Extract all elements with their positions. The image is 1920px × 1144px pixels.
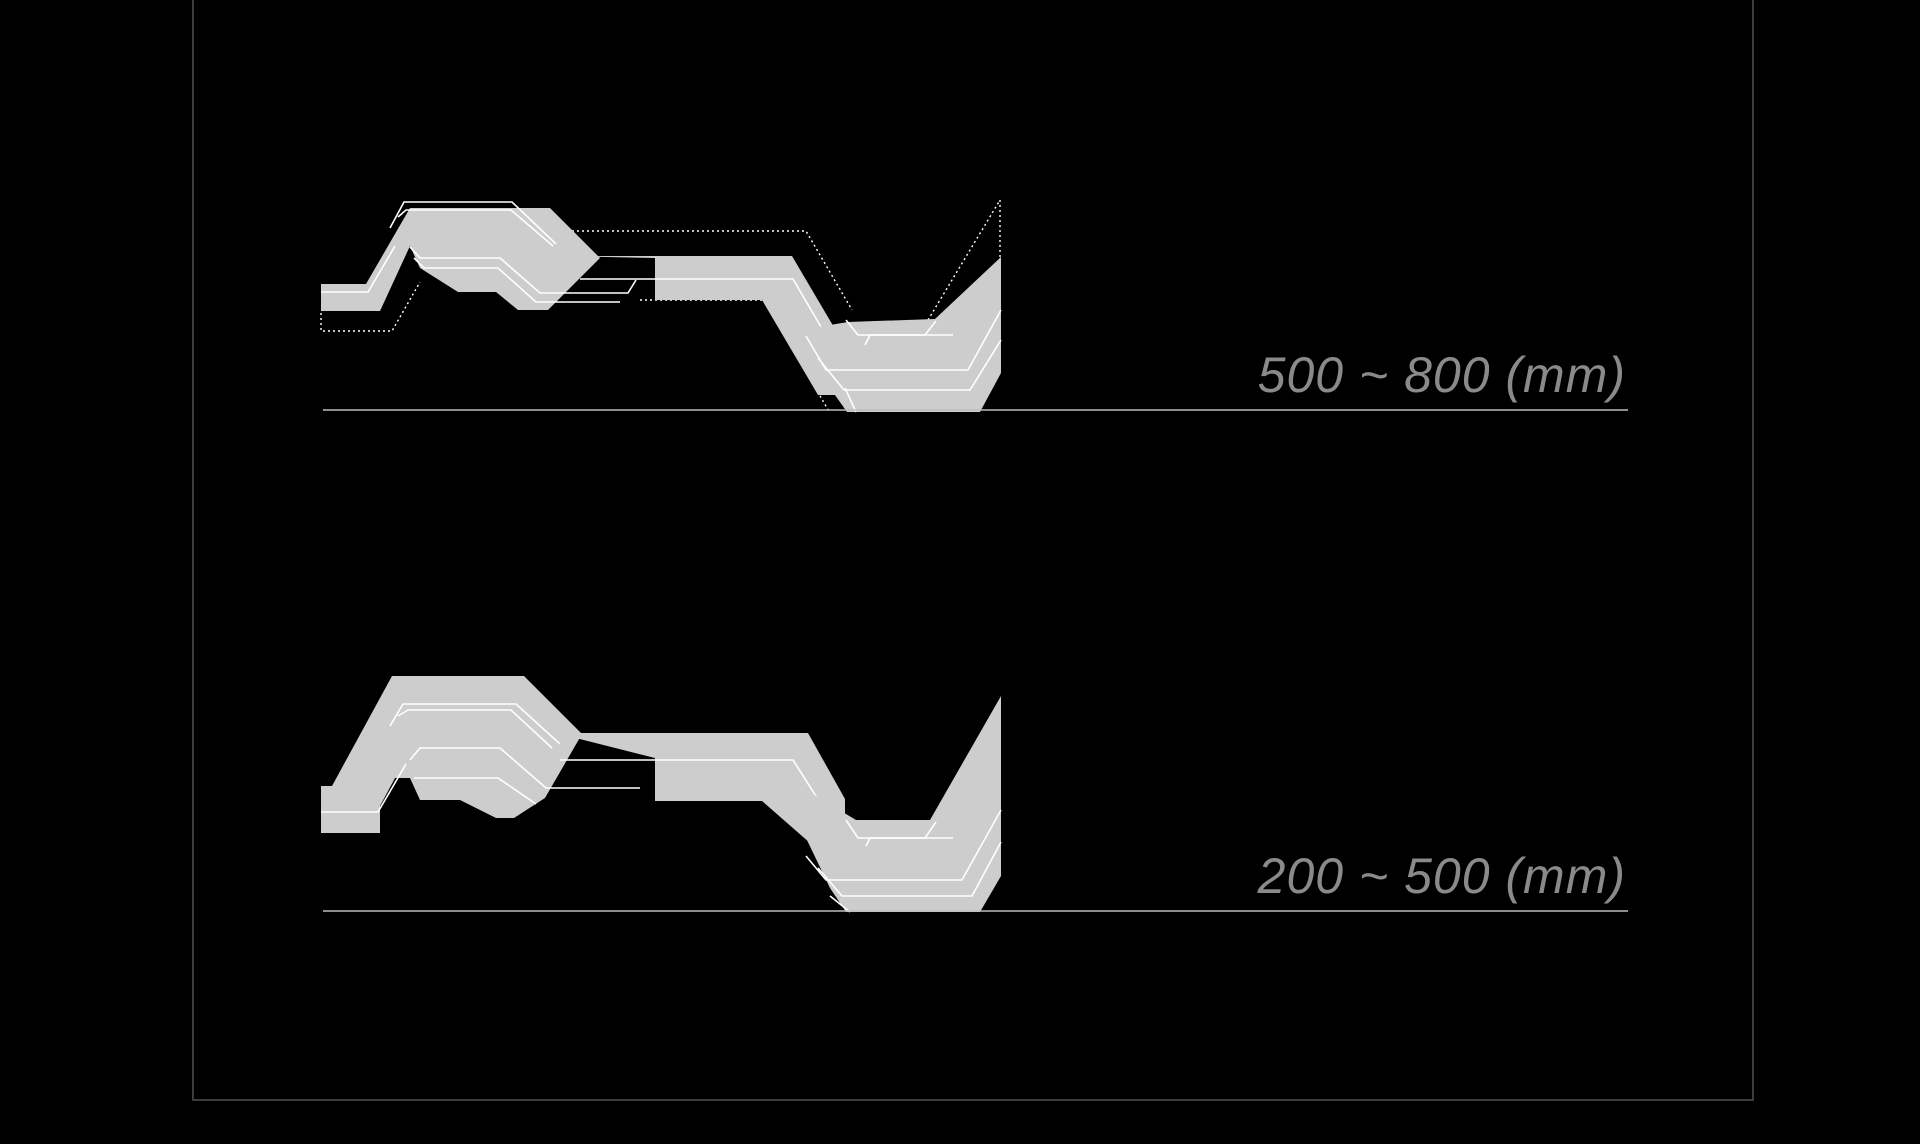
panel-expanded: 500 ~ 800 (mm)	[320, 197, 1628, 414]
frame-border	[192, 0, 1754, 1101]
segment-left	[321, 201, 637, 311]
range-label-expanded: 500 ~ 800 (mm)	[1258, 347, 1626, 403]
segment-left-compact	[321, 676, 640, 833]
segment-middle	[556, 256, 846, 395]
range-label-compact: 200 ~ 500 (mm)	[1257, 848, 1626, 904]
segment-right-compact	[805, 696, 1002, 913]
segment-middle-compact	[556, 733, 846, 850]
panel-compact: 200 ~ 500 (mm)	[321, 676, 1628, 913]
segment-right	[805, 257, 1002, 413]
